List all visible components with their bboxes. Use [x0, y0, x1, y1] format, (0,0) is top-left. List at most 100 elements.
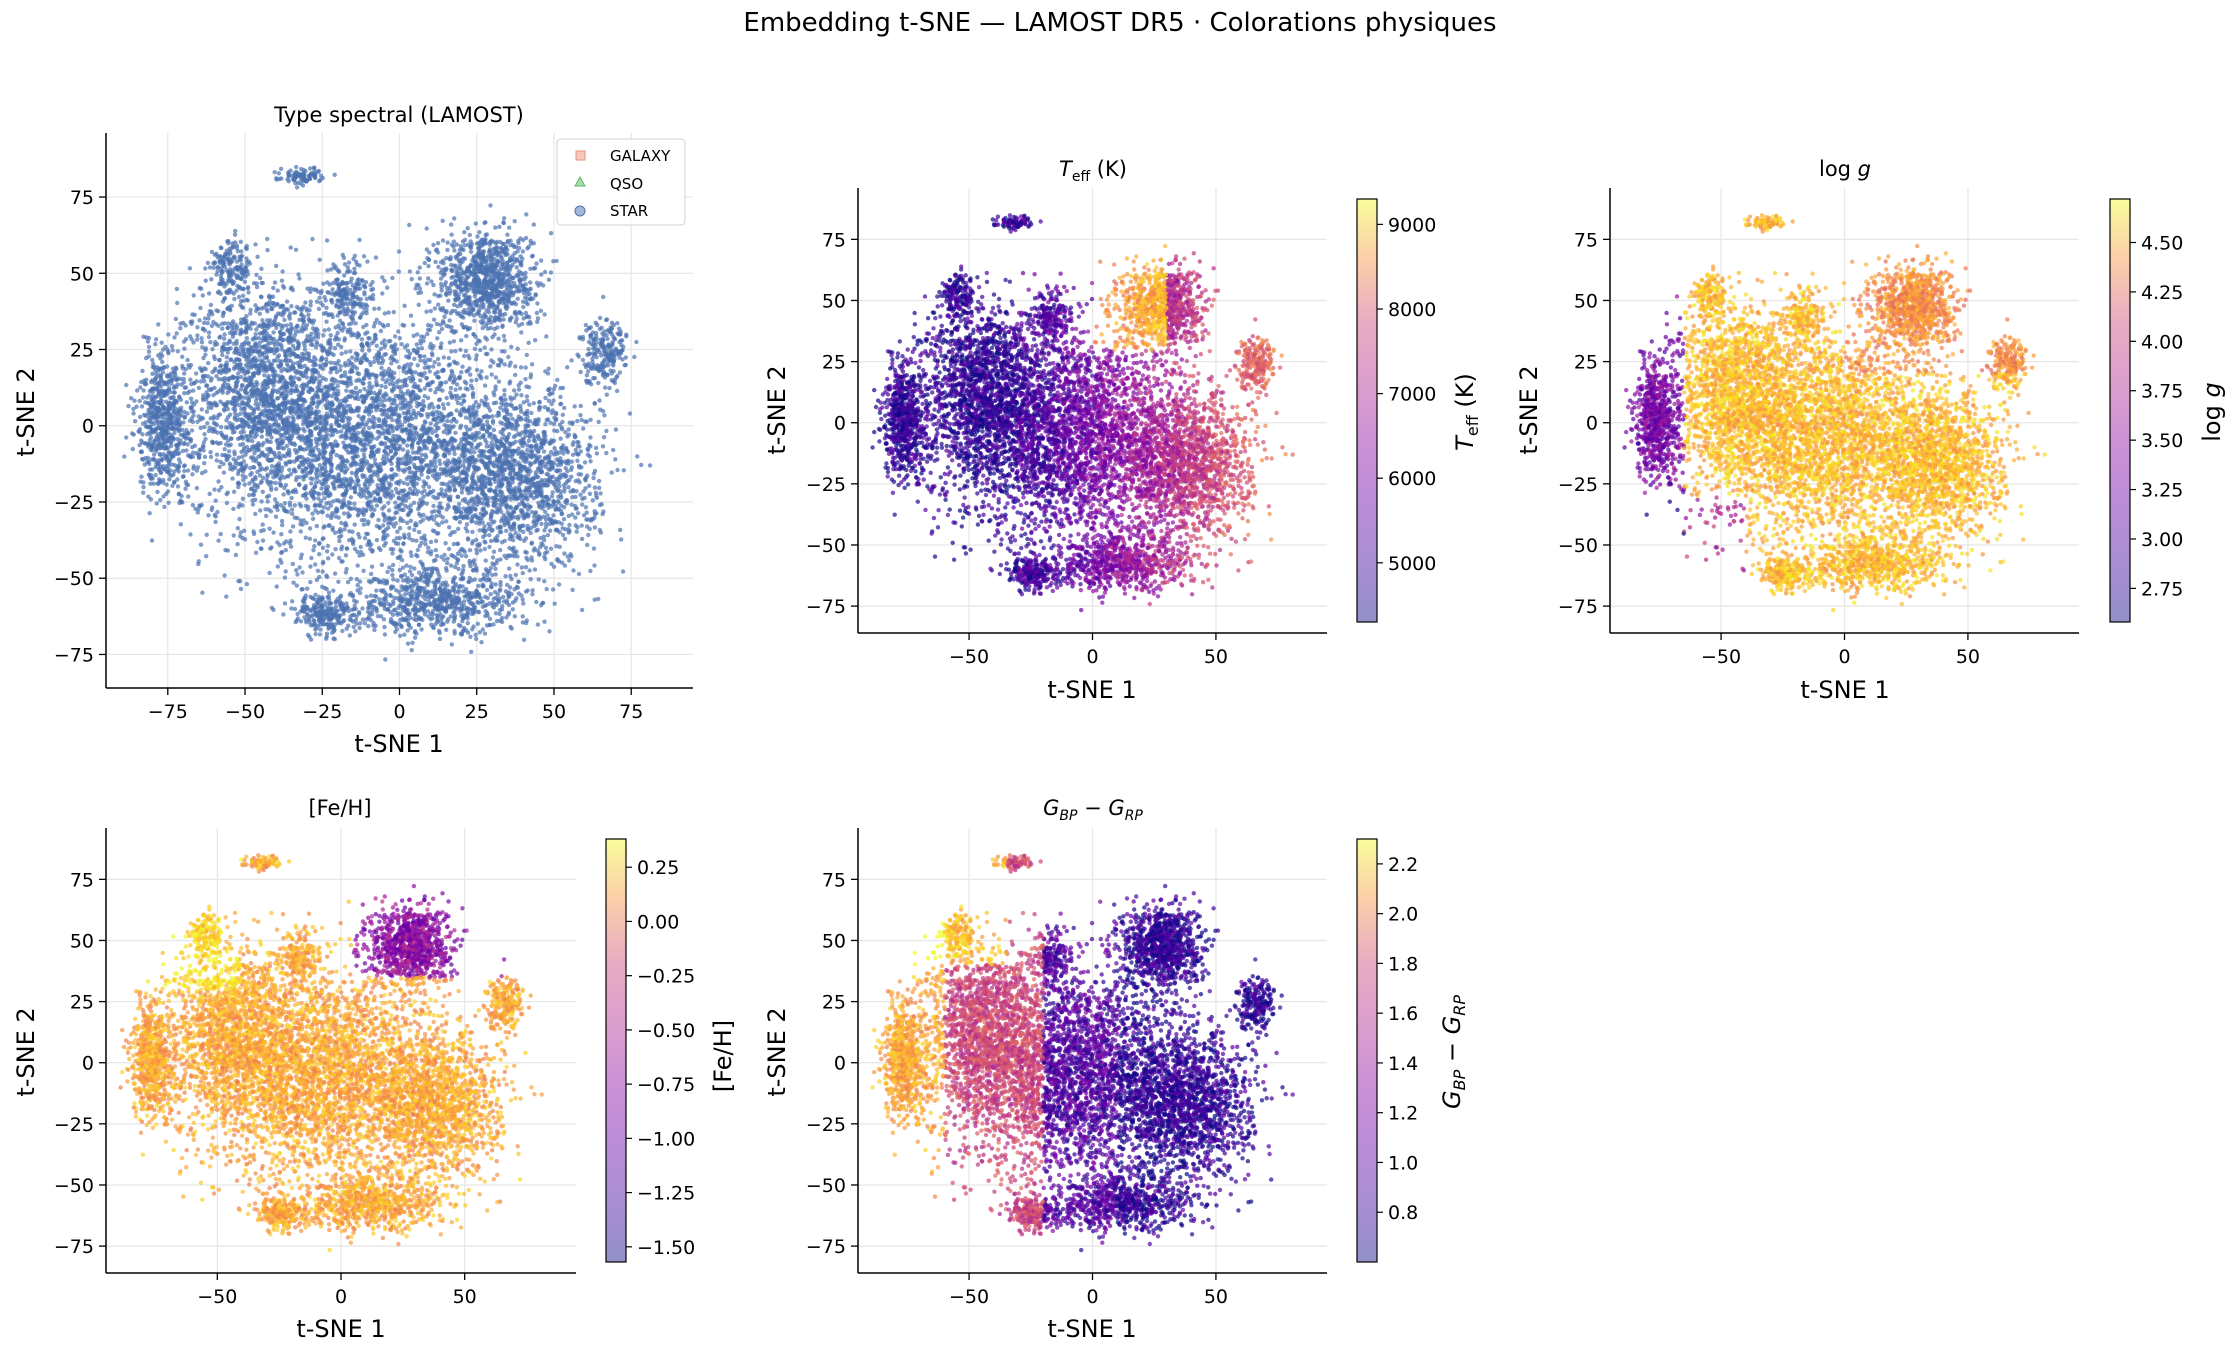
scatter-point — [397, 535, 403, 541]
scatter-point — [326, 556, 331, 561]
scatter-point — [463, 554, 469, 559]
scatter-point — [513, 439, 518, 444]
scatter-point — [447, 487, 453, 492]
scatter-point — [438, 504, 443, 510]
scatter-point — [198, 542, 204, 547]
scatter-point — [459, 370, 464, 375]
scatter-point — [585, 542, 590, 548]
scatter-point — [380, 457, 386, 462]
scatter-point — [502, 362, 507, 367]
scatter-point — [450, 554, 456, 559]
scatter-point — [543, 395, 548, 401]
scatter-point — [441, 481, 446, 487]
scatter-point — [301, 426, 306, 432]
scatter-point — [343, 491, 348, 496]
scatter-point — [418, 290, 424, 295]
scatter-point — [538, 544, 543, 550]
scatter-point — [509, 475, 514, 481]
scatter-point — [467, 486, 472, 491]
scatter-point — [348, 485, 353, 491]
scatter-point — [566, 485, 571, 490]
scatter-point — [213, 498, 218, 503]
scatter-point — [317, 552, 322, 557]
scatter-point — [347, 513, 352, 518]
scatter-point — [452, 483, 457, 489]
scatter-point — [576, 440, 581, 445]
scatter-point — [593, 445, 599, 451]
scatter-point — [428, 552, 433, 557]
scatter-point — [382, 543, 387, 548]
scatter-point — [454, 393, 460, 398]
scatter-point — [389, 345, 394, 350]
scatter-point — [469, 496, 475, 501]
scatter-point — [647, 463, 653, 468]
scatter-point — [462, 459, 467, 464]
scatter-point — [621, 468, 626, 473]
scatter-point — [562, 486, 567, 491]
scatter-point — [457, 520, 463, 525]
scatter-point — [336, 358, 341, 364]
scatter-point — [445, 458, 451, 463]
scatter-point — [329, 462, 334, 467]
scatter-point — [490, 555, 496, 560]
scatter-point — [527, 402, 532, 407]
scatter-point — [492, 464, 497, 469]
scatter-point — [562, 536, 568, 542]
scatter-point — [358, 486, 363, 492]
scatter-point — [426, 469, 431, 475]
scatter-point — [563, 459, 568, 464]
scatter-point — [219, 485, 224, 490]
scatter-point — [224, 594, 229, 599]
scatter-point — [286, 474, 291, 479]
scatter-point — [443, 541, 448, 546]
scatter-point — [557, 422, 563, 427]
scatter-point — [393, 505, 398, 510]
scatter-point — [513, 372, 518, 378]
scatter-point — [585, 446, 590, 451]
scatter-point — [559, 460, 564, 465]
scatter-point — [393, 446, 398, 452]
scatter-point — [598, 491, 603, 496]
scatter-point — [544, 417, 549, 423]
scatter-point — [495, 413, 500, 418]
scatter-point — [400, 397, 405, 403]
scatter-point — [421, 399, 426, 404]
scatter-point — [222, 447, 227, 452]
scatter-point — [428, 341, 433, 347]
scatter-point — [343, 350, 349, 355]
scatter-point — [590, 517, 596, 522]
scatter-point — [465, 427, 470, 433]
scatter-point — [579, 607, 585, 613]
scatter-point — [434, 409, 439, 414]
scatter-point — [186, 494, 191, 499]
scatter-point — [529, 555, 534, 560]
scatter-point — [388, 546, 394, 552]
scatter-point — [235, 471, 241, 477]
scatter-point — [464, 513, 469, 519]
scatter-point — [514, 472, 519, 477]
scatter-point — [361, 493, 366, 498]
scatter-point — [199, 407, 204, 412]
scatter-point — [577, 465, 582, 470]
scatter-point — [519, 454, 524, 459]
scatter-point — [537, 460, 543, 466]
scatter-point — [267, 526, 272, 531]
scatter-point — [462, 444, 467, 449]
scatter-point — [513, 427, 519, 432]
scatter-point — [419, 472, 424, 477]
scatter-point — [471, 502, 476, 507]
scatter-point — [447, 525, 452, 530]
scatter-point — [409, 456, 414, 461]
scatter-point — [423, 542, 428, 547]
scatter-point — [447, 362, 453, 367]
scatter-point — [406, 532, 412, 537]
scatter-point — [409, 553, 414, 559]
scatter-point — [476, 404, 481, 410]
scatter-point — [195, 419, 200, 424]
scatter-point — [332, 345, 338, 351]
scatter-point — [331, 588, 336, 593]
scatter-point — [482, 524, 487, 529]
scatter-point — [523, 479, 528, 484]
scatter-point — [536, 514, 541, 519]
scatter-point — [331, 484, 337, 490]
